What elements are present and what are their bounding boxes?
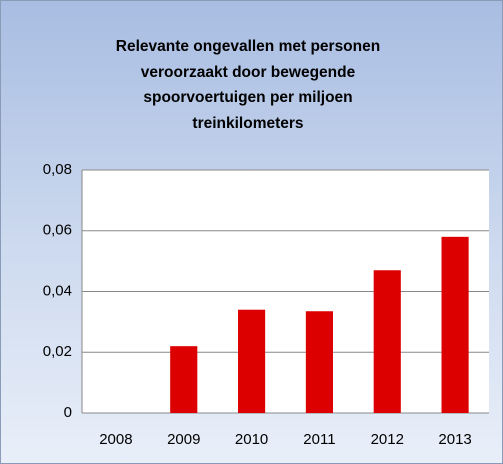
y-tick-label: 0,08 (43, 161, 72, 178)
y-tick-label: 0 (64, 404, 72, 421)
x-tick-label: 2009 (167, 431, 200, 448)
x-tick-label: 2008 (99, 431, 132, 448)
x-tick-label: 2011 (303, 431, 335, 448)
bar (373, 270, 401, 413)
x-tick-label: 2013 (438, 431, 471, 448)
bar (441, 236, 469, 413)
x-tick-label: 2012 (371, 431, 404, 448)
bar (238, 309, 266, 413)
bar (170, 346, 198, 413)
y-tick-label: 0,04 (43, 282, 72, 299)
chart-title: Relevante ongevallen met personen veroor… (115, 38, 381, 132)
bar (305, 311, 333, 413)
x-tick-label: 2010 (235, 431, 268, 448)
y-tick-label: 0,06 (43, 222, 72, 239)
y-tick-label: 0,02 (43, 343, 72, 360)
